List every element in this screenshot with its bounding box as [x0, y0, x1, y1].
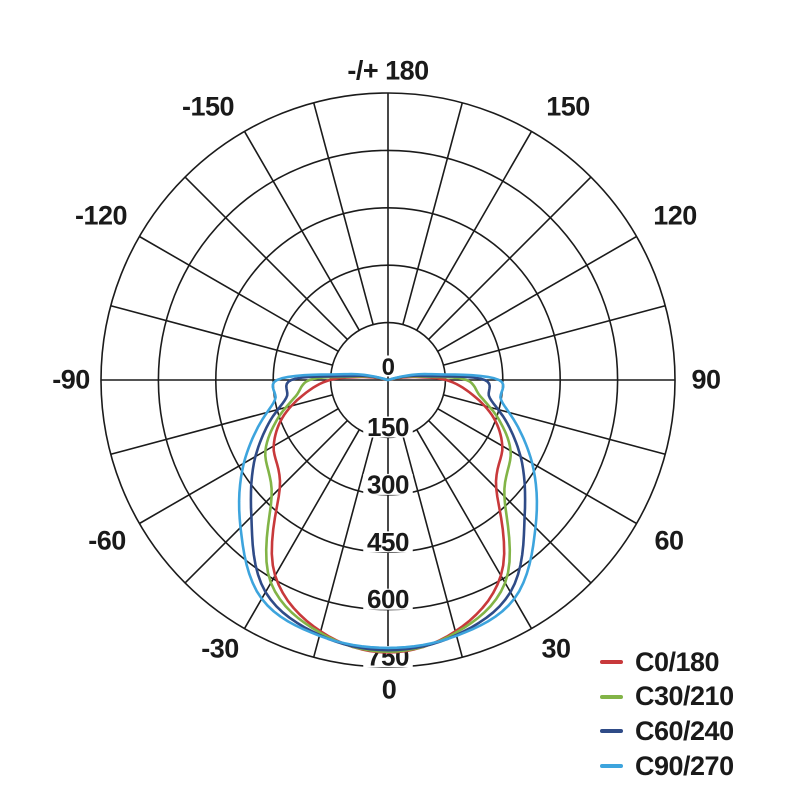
- grid-spoke: [312, 435, 374, 658]
- radial-tick-label: 150: [367, 412, 409, 442]
- angle-label: -90: [52, 365, 90, 395]
- angle-label: 120: [653, 201, 697, 231]
- angle-label: -/+ 180: [347, 56, 428, 86]
- legend-dash-c0-icon: [600, 660, 623, 665]
- grid-spoke: [416, 131, 533, 331]
- radial-tick-bg: [363, 588, 413, 610]
- grid-spoke: [402, 102, 464, 325]
- legend-label-c90-270: C90/270: [635, 750, 734, 781]
- angle-label: 90: [691, 365, 720, 395]
- legend-label-c30-210: C30/210: [635, 681, 734, 712]
- angle-label: 0: [382, 675, 397, 705]
- radial-tick-bg: [377, 355, 399, 377]
- legend: C0/180 C30/210 C60/240 C90/270: [600, 645, 734, 783]
- legend-dash-c90-icon: [600, 764, 623, 769]
- angle-label: 30: [541, 634, 570, 664]
- legend-dash-c60-icon: [600, 729, 623, 734]
- curve-c60-240: [249, 374, 527, 652]
- radial-tick-label: 0: [382, 354, 395, 381]
- legend-item-c90-270: C90/270: [600, 749, 734, 784]
- legend-label-c0-180: C0/180: [635, 646, 720, 677]
- legend-label-c60-240: C60/240: [635, 715, 734, 746]
- grid-spoke: [402, 435, 464, 658]
- grid-spoke: [139, 408, 339, 525]
- legend-dash-c30-icon: [600, 694, 623, 699]
- angle-label: -150: [182, 92, 234, 122]
- grid-spoke: [110, 394, 333, 456]
- grid-spoke: [428, 420, 592, 584]
- radial-tick-bg: [363, 416, 413, 438]
- angle-label: -120: [75, 201, 127, 231]
- grid-spoke: [243, 429, 360, 629]
- curve-c90-270: [237, 372, 539, 650]
- grid-spoke: [243, 131, 360, 331]
- grid-spoke: [184, 420, 348, 584]
- grid-spoke: [312, 102, 374, 325]
- legend-item-c30-210: C30/210: [600, 680, 734, 715]
- grid-spoke: [437, 235, 637, 352]
- grid-spoke: [139, 235, 339, 352]
- radial-tick-label: 300: [367, 469, 409, 499]
- grid-spoke: [416, 429, 533, 629]
- radial-tick-bg: [363, 473, 413, 495]
- grid-spoke: [443, 394, 666, 456]
- angle-label: 150: [546, 92, 590, 122]
- legend-item-c60-240: C60/240: [600, 714, 734, 749]
- grid-spoke: [437, 408, 637, 525]
- grid-spoke: [184, 176, 348, 340]
- angle-label: -30: [201, 634, 239, 664]
- radial-tick-label: 450: [367, 527, 409, 557]
- grid-spoke: [428, 176, 592, 340]
- legend-item-c0-180: C0/180: [600, 645, 734, 680]
- curve-c30-210: [264, 375, 512, 653]
- radial-tick-bg: [363, 531, 413, 553]
- grid-spoke: [110, 304, 333, 366]
- angle-label: -60: [88, 526, 126, 556]
- grid-spoke: [443, 304, 666, 366]
- radial-tick-label: 600: [367, 584, 409, 614]
- angle-label: 60: [654, 526, 683, 556]
